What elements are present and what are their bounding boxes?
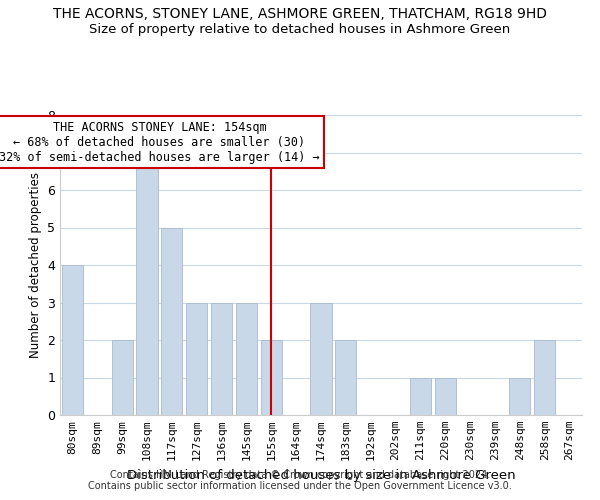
Bar (211, 302, 232, 415)
Text: Size of property relative to detached houses in Ashmore Green: Size of property relative to detached ho… (89, 22, 511, 36)
Bar (62, 265, 83, 415)
Bar (435, 378, 456, 415)
Text: Contains public sector information licensed under the Open Government Licence v3: Contains public sector information licen… (88, 481, 512, 491)
Bar (236, 302, 257, 415)
Text: THE ACORNS, STONEY LANE, ASHMORE GREEN, THATCHAM, RG18 9HD: THE ACORNS, STONEY LANE, ASHMORE GREEN, … (53, 8, 547, 22)
Bar (534, 340, 555, 415)
Bar (410, 378, 431, 415)
Bar (310, 302, 332, 415)
Text: THE ACORNS STONEY LANE: 154sqm
← 68% of detached houses are smaller (30)
32% of : THE ACORNS STONEY LANE: 154sqm ← 68% of … (0, 120, 320, 164)
Y-axis label: Number of detached properties: Number of detached properties (29, 172, 41, 358)
Bar (161, 228, 182, 415)
Bar (112, 340, 133, 415)
Bar (261, 340, 282, 415)
Bar (186, 302, 207, 415)
Bar (136, 152, 158, 415)
Bar (509, 378, 530, 415)
Text: Contains HM Land Registry data © Crown copyright and database right 2024.: Contains HM Land Registry data © Crown c… (110, 470, 490, 480)
X-axis label: Distribution of detached houses by size in Ashmore Green: Distribution of detached houses by size … (127, 468, 515, 481)
Bar (335, 340, 356, 415)
